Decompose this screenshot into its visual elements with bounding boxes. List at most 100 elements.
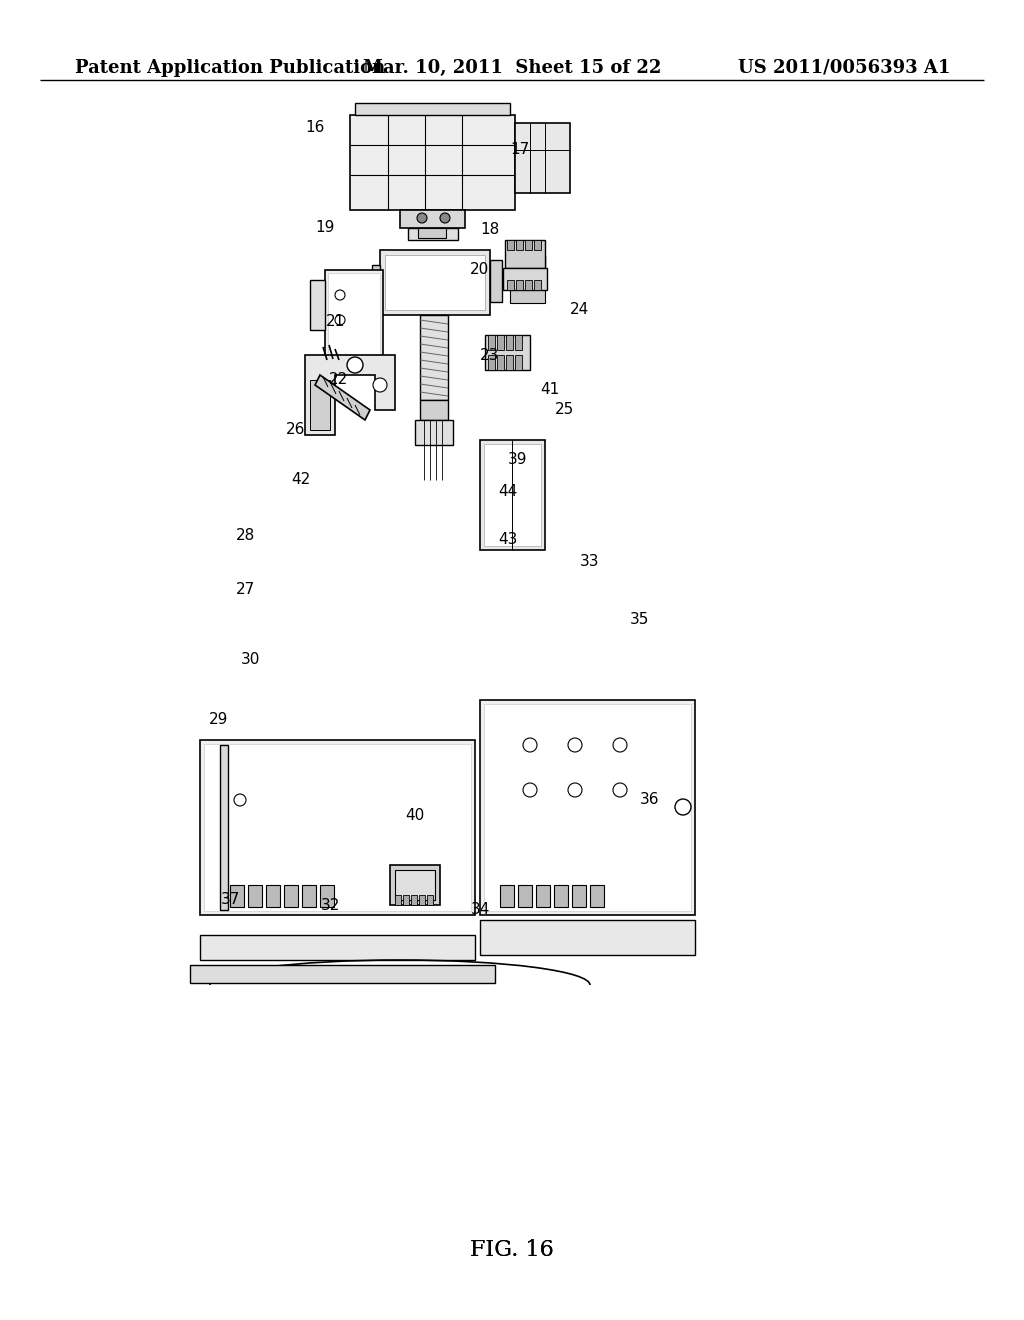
Bar [490, 260, 502, 302]
Bar [284, 884, 298, 907]
Text: Patent Application Publication: Patent Application Publication [75, 59, 385, 77]
Bar [420, 400, 449, 420]
Bar [420, 315, 449, 400]
Bar [190, 965, 495, 983]
Text: 43: 43 [498, 532, 517, 548]
Text: 42: 42 [291, 473, 310, 487]
Bar [355, 103, 510, 115]
Bar [534, 240, 541, 249]
Bar [497, 335, 504, 350]
Bar [500, 884, 514, 907]
Bar [510, 285, 545, 304]
Bar [427, 895, 433, 906]
Bar [515, 335, 522, 350]
Text: 33: 33 [580, 554, 599, 569]
Bar [536, 884, 550, 907]
Circle shape [373, 378, 387, 392]
Bar [395, 895, 401, 906]
Bar [400, 210, 465, 228]
Bar [204, 744, 471, 911]
Bar [590, 884, 604, 907]
Circle shape [568, 783, 582, 797]
Bar [488, 335, 495, 350]
Bar [572, 884, 586, 907]
Bar [529, 273, 534, 285]
Bar [522, 273, 527, 285]
Text: 16: 16 [305, 120, 325, 136]
Text: 21: 21 [326, 314, 345, 330]
Bar [325, 271, 383, 366]
Bar [488, 355, 495, 370]
Bar [480, 440, 545, 550]
Text: 32: 32 [321, 898, 340, 912]
Text: 35: 35 [630, 612, 649, 627]
Text: 40: 40 [406, 808, 425, 822]
Text: 23: 23 [480, 347, 500, 363]
Bar [507, 280, 514, 290]
Bar [395, 870, 435, 900]
Bar [515, 355, 522, 370]
Bar [480, 700, 695, 915]
Text: 25: 25 [555, 403, 574, 417]
Circle shape [234, 795, 246, 807]
Bar [385, 255, 485, 310]
Text: 19: 19 [315, 220, 335, 235]
Text: 24: 24 [570, 302, 589, 318]
Circle shape [613, 783, 627, 797]
Bar [200, 935, 475, 960]
Text: 44: 44 [498, 484, 517, 499]
Bar [266, 884, 280, 907]
Text: 37: 37 [220, 892, 240, 908]
Bar [497, 355, 504, 370]
Text: 30: 30 [241, 652, 260, 668]
Bar [380, 249, 490, 315]
Circle shape [335, 290, 345, 300]
Bar [220, 744, 228, 909]
Bar [510, 255, 545, 285]
Circle shape [523, 783, 537, 797]
Text: 27: 27 [236, 582, 255, 598]
Bar [507, 240, 514, 249]
Bar [506, 335, 513, 350]
Bar [390, 865, 440, 906]
Text: 17: 17 [510, 143, 529, 157]
Bar [516, 240, 523, 249]
Bar [484, 704, 691, 911]
Bar [403, 895, 409, 906]
Bar [200, 741, 475, 915]
Bar [350, 115, 515, 210]
Text: FIG. 16: FIG. 16 [470, 1239, 554, 1261]
Bar [310, 380, 330, 430]
Bar [525, 280, 532, 290]
Bar [411, 895, 417, 906]
Circle shape [568, 738, 582, 752]
Text: 26: 26 [286, 422, 305, 437]
Circle shape [613, 738, 627, 752]
Bar [515, 273, 520, 285]
Bar [525, 240, 532, 249]
Bar [319, 884, 334, 907]
Bar [372, 265, 380, 300]
Text: US 2011/0056393 A1: US 2011/0056393 A1 [737, 59, 950, 77]
Text: FIG. 16: FIG. 16 [470, 1239, 554, 1261]
Circle shape [347, 356, 362, 374]
Circle shape [523, 738, 537, 752]
Bar [408, 228, 458, 240]
Text: 28: 28 [236, 528, 255, 543]
Text: 29: 29 [209, 713, 228, 727]
Text: Mar. 10, 2011  Sheet 15 of 22: Mar. 10, 2011 Sheet 15 of 22 [362, 59, 662, 77]
Polygon shape [315, 375, 370, 420]
Text: 18: 18 [480, 223, 500, 238]
Bar [534, 280, 541, 290]
Bar [328, 273, 380, 362]
Bar [230, 884, 244, 907]
Bar [248, 884, 262, 907]
Bar [419, 895, 425, 906]
Bar [536, 273, 541, 285]
Bar [302, 884, 316, 907]
Text: 20: 20 [470, 263, 489, 277]
Bar [415, 420, 453, 445]
Text: 39: 39 [508, 453, 527, 467]
Circle shape [417, 213, 427, 223]
Bar [480, 920, 695, 954]
